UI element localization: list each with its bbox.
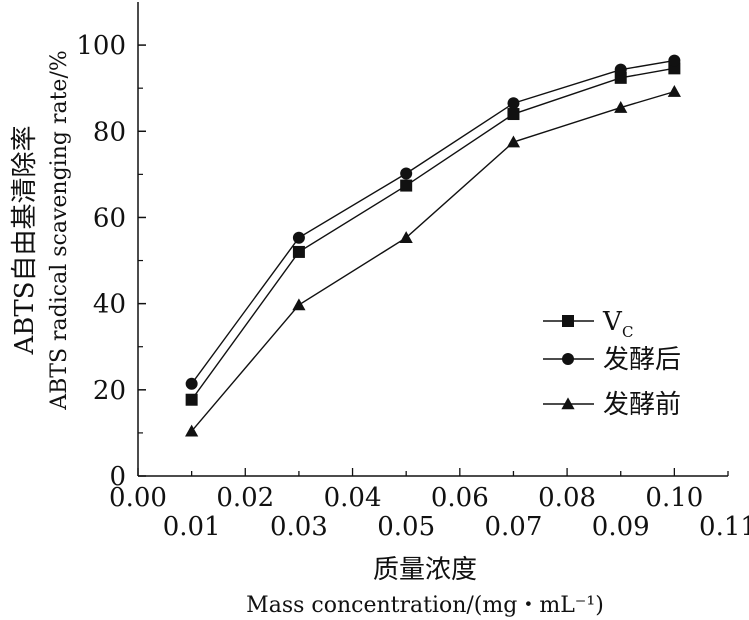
x-tick-label-top: 0.00 [109, 483, 167, 513]
data-point [292, 245, 305, 258]
series-layer [185, 54, 681, 437]
series-line [191, 90, 675, 432]
y-axis-title-en: ABTS radical scavenging rate/% [47, 50, 72, 411]
x-tick-label-bottom: 0.09 [592, 512, 650, 542]
data-point [614, 100, 628, 113]
legend-item-1: 发酵后 [543, 345, 681, 375]
data-point [614, 63, 627, 76]
data-point [667, 85, 681, 97]
x-tick-label-top: 0.08 [538, 483, 596, 513]
series-line [191, 67, 675, 401]
x-tick-label-bottom: 0.03 [270, 512, 328, 542]
x-axis-title-cn: 质量浓度 [373, 555, 477, 585]
series-2 [185, 85, 681, 437]
data-point [507, 97, 520, 110]
data-point [507, 108, 520, 121]
y-tick-label: 80 [93, 117, 126, 147]
legend-label: 发酵前 [603, 390, 681, 420]
series-1 [185, 54, 681, 390]
legend-marker [561, 397, 575, 410]
legend-label: V [602, 307, 623, 337]
legend-label: 发酵后 [603, 345, 681, 375]
x-tick-label-bottom: 0.11 [699, 512, 749, 542]
data-point [185, 393, 198, 406]
data-point [506, 135, 521, 148]
y-tick-label: 40 [93, 290, 126, 320]
x-tick-label-top: 0.04 [324, 483, 382, 513]
x-axis-title-en: Mass concentration/(mg・mL⁻¹) [246, 593, 604, 618]
y-tick-label: 0 [109, 462, 126, 492]
data-point [400, 179, 413, 192]
data-point [292, 231, 305, 244]
data-point [292, 298, 306, 311]
data-point [185, 424, 199, 437]
x-tick-label-bottom: 0.05 [377, 512, 435, 542]
y-tick-label: 60 [93, 203, 126, 233]
data-point [400, 167, 413, 180]
data-point [399, 231, 413, 243]
x-tick-label-top: 0.02 [216, 483, 274, 513]
axis-titles: ABTS自由基清除率 ABTS radical scavenging rate/… [10, 50, 604, 618]
x-tick-label-top: 0.06 [431, 483, 489, 513]
x-tick-label-bottom: 0.01 [163, 512, 221, 542]
data-point [185, 377, 198, 390]
y-tick-label: 100 [76, 31, 126, 61]
legend-item-2: 发酵前 [543, 390, 681, 420]
legend-marker [562, 315, 574, 327]
series-line [191, 59, 675, 385]
legend-marker [562, 353, 574, 365]
legend-label-sub: C [622, 323, 633, 341]
y-axis-title-cn: ABTS自由基清除率 [10, 125, 40, 355]
y-tick-label: 20 [93, 376, 126, 406]
axes: 0 20 40 60 80 100 0.00 0.02 0.04 0.06 0.08 0.10 0.01… [76, 2, 749, 542]
x-tick-label-top: 0.10 [645, 483, 703, 513]
x-tick-label-bottom: 0.07 [485, 512, 543, 542]
data-point [668, 54, 681, 67]
